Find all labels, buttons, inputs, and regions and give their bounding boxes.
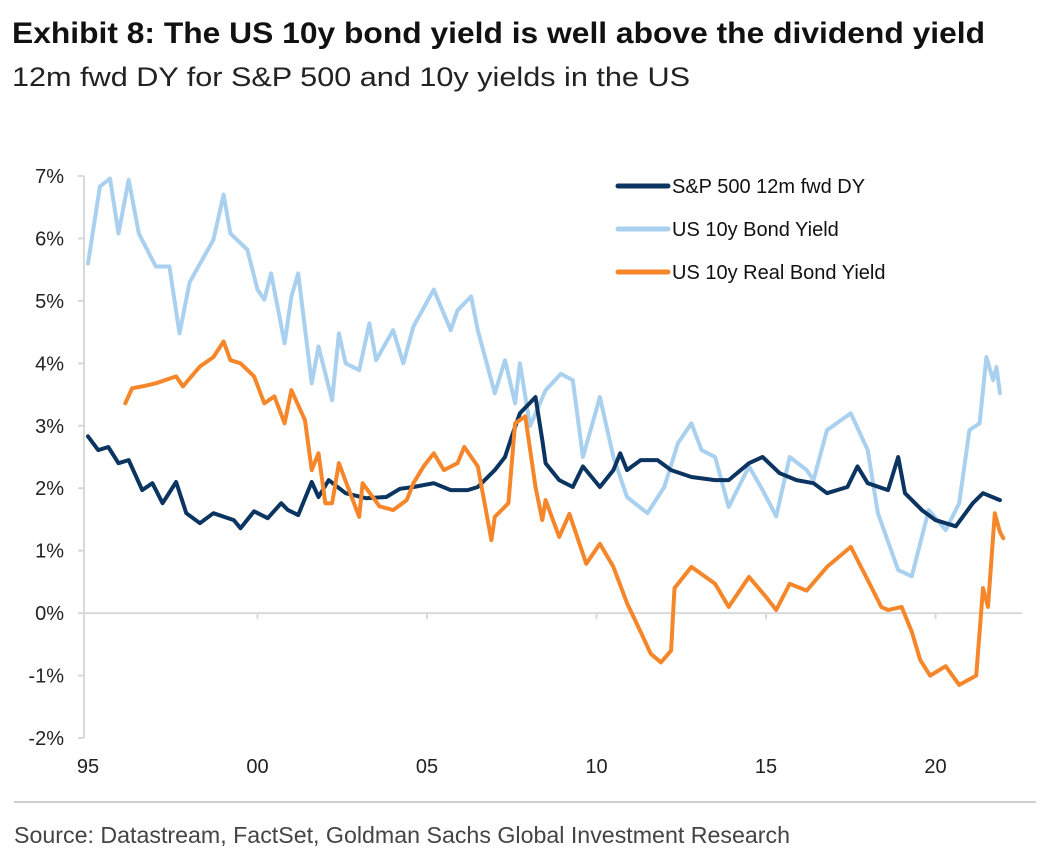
y-tick-label: 0% [35, 603, 64, 625]
series-line-s-p-500-12m-fwd-dy [86, 395, 1002, 531]
x-tick-label: 05 [416, 756, 438, 778]
x-tick-label: 10 [585, 756, 607, 778]
y-tick-label: 7% [35, 166, 64, 188]
series-line-us-10y-real-bond-yield [123, 339, 1006, 687]
chart-title: Exhibit 8: The US 10y bond yield is well… [12, 17, 985, 50]
legend-label: US 10y Bond Yield [672, 219, 839, 241]
series-lines [86, 176, 1006, 687]
x-tick-label: 95 [77, 756, 99, 778]
y-tick-label: 6% [35, 228, 64, 250]
legend: S&P 500 12m fwd DY US 10y Bond Yield US 10… [615, 176, 885, 284]
y-tick-label: -2% [28, 728, 64, 750]
y-tick-label: 4% [35, 353, 64, 375]
chart-subtitle: 12m fwd DY for S&P 500 and 10y yields in… [12, 62, 690, 92]
x-axis-ticks: 95 00 05 10 15 20 [77, 613, 947, 778]
x-tick-label: 15 [755, 756, 777, 778]
y-tick-label: 3% [35, 416, 64, 438]
legend-label: US 10y Real Bond Yield [672, 262, 885, 284]
y-axis-ticks: 7% 6% 5% 4% 3% 2% 1% 0% -1% -2% [28, 166, 1022, 750]
y-tick-label: 5% [35, 291, 64, 313]
x-tick-label: 00 [246, 756, 268, 778]
x-tick-label: 20 [924, 756, 946, 778]
y-tick-label: 1% [35, 541, 64, 563]
y-tick-label: -1% [28, 666, 64, 688]
source-note: Source: Datastream, FactSet, Goldman Sac… [14, 822, 790, 848]
y-tick-label: 2% [35, 478, 64, 500]
series-line-us-10y-bond-yield [86, 176, 1002, 579]
legend-label: S&P 500 12m fwd DY [672, 176, 865, 198]
